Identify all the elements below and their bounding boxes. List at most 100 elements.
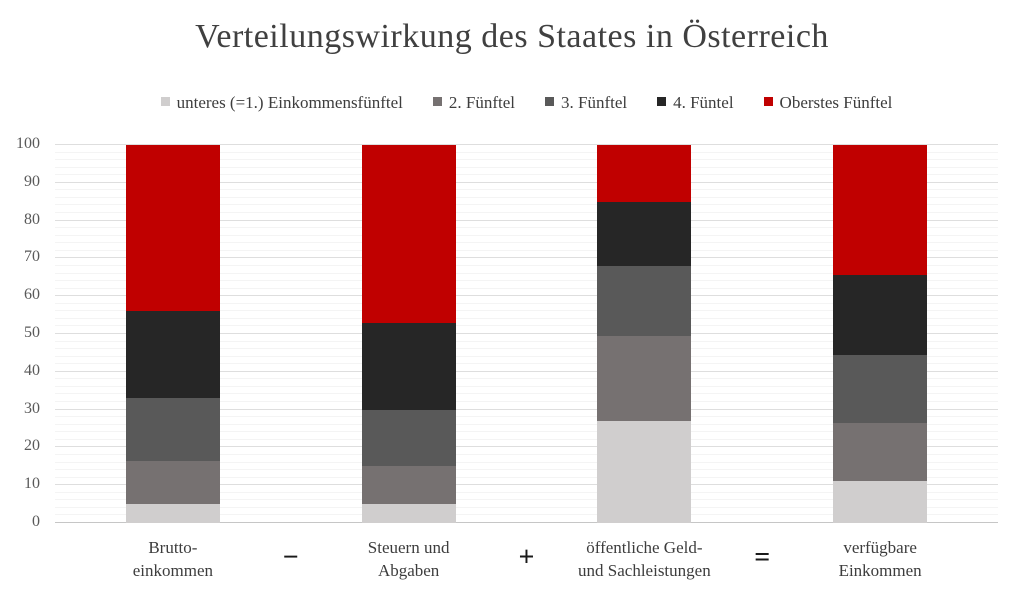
major-gridline <box>55 219 998 221</box>
y-tick-label: 70 <box>24 248 40 266</box>
minor-gridline <box>55 189 998 191</box>
y-tick-label: 0 <box>32 513 40 530</box>
y-tick-label: 40 <box>24 361 40 379</box>
minor-gridline <box>55 385 998 387</box>
minor-gridline <box>55 151 998 153</box>
legend-label: Oberstes Fünftel <box>779 93 893 112</box>
bar-segment <box>833 422 928 482</box>
legend: unteres (=1.) Einkommensfünftel 2. Fünfte… <box>55 93 998 113</box>
minor-gridline <box>55 302 998 304</box>
minor-gridline <box>55 272 998 274</box>
minor-gridline <box>55 280 998 282</box>
bar-segment <box>597 265 692 336</box>
minor-gridline <box>55 393 998 395</box>
category-label: Steuern und Abgaben <box>367 538 450 580</box>
minor-gridline <box>55 249 998 251</box>
y-tick-label: 30 <box>24 399 40 417</box>
bar-segment <box>833 145 928 276</box>
minor-gridline <box>55 514 998 516</box>
minor-gridline <box>55 227 998 229</box>
bar-segment <box>597 420 692 523</box>
operator-label: − <box>282 542 299 573</box>
bar <box>833 145 928 523</box>
minor-gridline <box>55 166 998 168</box>
operator-label: + <box>518 542 535 573</box>
minor-gridline <box>55 340 998 342</box>
bar <box>361 145 456 523</box>
major-gridline <box>55 295 998 297</box>
minor-gridline <box>55 204 998 206</box>
legend-item: 2. Fünftel <box>432 93 515 113</box>
y-tick-label: 20 <box>24 437 40 455</box>
legend-swatch-icon <box>657 96 667 106</box>
minor-gridline <box>55 234 998 236</box>
minor-gridline <box>55 423 998 425</box>
y-tick-label: 100 <box>16 135 40 152</box>
bar-segment <box>833 481 928 523</box>
operator-label: = <box>754 542 771 573</box>
minor-gridline <box>55 174 998 176</box>
major-gridline <box>55 181 998 183</box>
minor-gridline <box>55 453 998 455</box>
legend-item: Oberstes Fünftel <box>763 93 893 113</box>
minor-gridline <box>55 499 998 501</box>
bar-segment <box>361 504 456 523</box>
bar-segment <box>361 322 456 410</box>
bar-segment <box>597 145 692 202</box>
minor-gridline <box>55 461 998 463</box>
major-gridline <box>55 370 998 372</box>
bar-segment <box>833 275 928 355</box>
major-gridline <box>55 408 998 410</box>
minor-gridline <box>55 317 998 319</box>
plot-area: 0 10 20 30 40 50 60 70 80 90 100 <box>16 135 998 530</box>
category-label: öffentliche Geld-und Sachleistungen <box>578 538 711 580</box>
category-label: verfügbare Einkommen <box>838 538 922 580</box>
legend-swatch-icon <box>544 96 554 106</box>
minor-gridline <box>55 264 998 266</box>
legend-label: 4. Füntel <box>673 93 734 112</box>
legend-swatch-icon <box>432 96 442 106</box>
minor-gridline <box>55 416 998 418</box>
minor-gridline <box>55 438 998 440</box>
bar-segment <box>833 354 928 423</box>
major-gridline <box>55 446 998 448</box>
chart-title: Verteilungswirkung des Staates in Österr… <box>195 18 829 55</box>
legend-swatch-icon <box>763 96 773 106</box>
y-tick-label: 60 <box>24 286 40 304</box>
major-gridline <box>55 333 998 334</box>
legend-label: 2. Fünftel <box>448 93 515 112</box>
legend-item: 4. Füntel <box>657 93 734 113</box>
minor-gridline <box>55 363 998 365</box>
y-tick-label: 50 <box>24 324 40 341</box>
bar-segment <box>597 335 692 421</box>
minor-gridline <box>55 325 998 327</box>
x-axis: Brutto-einkommen Steuern und Abgaben öffent… <box>55 536 998 590</box>
bar-segment <box>361 466 456 505</box>
bar-segment <box>361 409 456 467</box>
y-tick-label: 10 <box>24 475 40 493</box>
minor-gridline <box>55 469 998 471</box>
axis-line <box>55 522 998 523</box>
major-gridline <box>55 257 998 259</box>
minor-gridline <box>55 401 998 403</box>
minor-gridline <box>55 355 998 357</box>
minor-gridline <box>55 196 998 198</box>
minor-gridline <box>55 348 998 350</box>
minor-gridline <box>55 491 998 493</box>
minor-gridline <box>55 287 998 289</box>
minor-gridline <box>55 242 998 244</box>
minor-gridline <box>55 310 998 312</box>
bar-segment <box>125 460 220 505</box>
legend-item: unteres (=1.) Einkommensfünftel <box>160 93 403 113</box>
minor-gridline <box>55 378 998 380</box>
minor-gridline <box>55 431 998 433</box>
y-tick-label: 90 <box>24 172 40 190</box>
bar-segment <box>597 201 692 266</box>
major-gridline <box>55 484 998 486</box>
minor-gridline <box>55 476 998 478</box>
major-gridline <box>55 144 998 145</box>
bar-segment <box>361 145 456 323</box>
bar-segment <box>125 398 220 461</box>
legend-label: unteres (=1.) Einkommensfünftel <box>176 93 403 112</box>
